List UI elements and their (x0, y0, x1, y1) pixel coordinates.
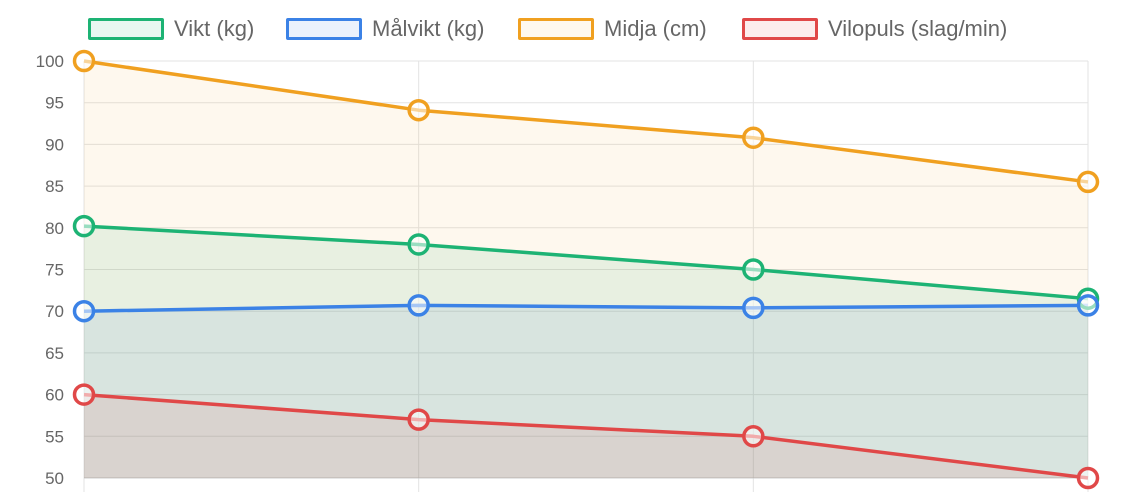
data-point (407, 408, 430, 431)
data-point (742, 258, 765, 281)
y-tick-label: 65 (45, 344, 64, 363)
series-lines (83, 59, 1089, 480)
y-tick-label: 70 (45, 302, 64, 321)
y-tick-label: 55 (45, 427, 64, 446)
legend-swatch-vikt (88, 18, 164, 40)
y-tick-label: 85 (45, 177, 64, 196)
legend-label-vikt: Vikt (kg) (174, 16, 255, 41)
series-fill-3 (84, 394, 1088, 478)
legend: Vikt (kg) Målvikt (kg) Midja (cm) Vilopu… (0, 10, 1138, 48)
data-point (1076, 294, 1100, 317)
data-point (742, 296, 765, 320)
legend-label-vilopuls: Vilopuls (slag/min) (828, 16, 1008, 41)
legend-label-midja: Midja (cm) (604, 16, 707, 41)
series-line-3 (83, 392, 1089, 480)
y-tick-label: 90 (45, 135, 64, 154)
data-point (407, 98, 430, 122)
data-point (742, 425, 765, 448)
legend-item-vikt[interactable]: Vikt (kg) (88, 10, 254, 48)
y-tick-label: 100 (36, 52, 64, 71)
series-points (72, 49, 1100, 490)
legend-item-vilopuls[interactable]: Vilopuls (slag/min) (742, 10, 1007, 48)
y-tick-label: 50 (45, 469, 64, 488)
legend-swatch-vilopuls (742, 18, 818, 40)
y-axis-ticks: 100 95 90 85 80 75 70 65 60 55 50 (36, 52, 64, 488)
legend-item-malvikt[interactable]: Målvikt (kg) (286, 10, 484, 48)
series-fill-1 (84, 305, 1088, 478)
data-point (72, 214, 96, 238)
data-point (1076, 170, 1100, 194)
data-point (407, 233, 430, 256)
legend-swatch-midja (518, 18, 594, 40)
data-point (72, 299, 96, 323)
y-tick-label: 75 (45, 261, 64, 280)
legend-label-malvikt: Målvikt (kg) (372, 16, 485, 41)
data-point (1076, 466, 1100, 490)
data-point (72, 49, 96, 73)
legend-item-midja[interactable]: Midja (cm) (518, 10, 707, 48)
legend-swatch-malvikt (286, 18, 362, 40)
series-line-2 (83, 59, 1089, 184)
series-fill-2 (84, 61, 1088, 478)
y-tick-label: 60 (45, 386, 64, 405)
data-point (407, 294, 430, 317)
data-point (72, 383, 96, 406)
series-line-0 (83, 224, 1089, 301)
y-tick-label: 95 (45, 94, 64, 113)
grid (83, 60, 1089, 492)
data-point (742, 126, 765, 149)
y-tick-label: 80 (45, 219, 64, 238)
series-line-1 (83, 303, 1089, 313)
